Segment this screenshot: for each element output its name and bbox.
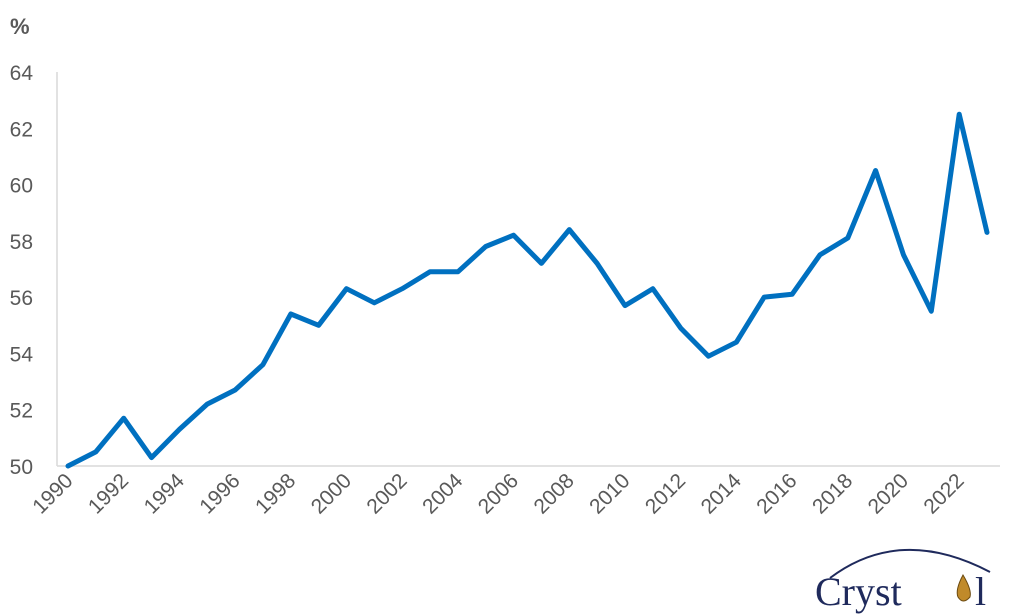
svg-text:l: l — [975, 569, 986, 614]
series-group — [65, 111, 990, 469]
x-tick-label: 2020 — [864, 469, 913, 518]
x-tick-label: 2022 — [919, 469, 968, 518]
x-tick-label: 1996 — [195, 469, 244, 518]
y-tick-label: 52 — [10, 400, 33, 423]
x-tick-label: 2010 — [585, 469, 634, 518]
x-tick-label: 2002 — [362, 469, 411, 518]
y-tick-label: 50 — [10, 456, 33, 479]
y-tick-label: 56 — [10, 287, 33, 310]
x-tick-label: 2014 — [697, 469, 747, 519]
y-tick-label: 64 — [10, 62, 34, 85]
y-axis-unit: % — [10, 14, 30, 39]
x-tick-label: 2012 — [641, 469, 690, 518]
x-tick-label: 1992 — [84, 469, 133, 518]
series-line-share — [65, 111, 990, 469]
x-ticks: 1990 1992 1994 1996 1998 2000 2002 2004 2006 2008… — [28, 469, 968, 519]
x-tick-label: 2008 — [530, 469, 579, 518]
y-tick-label: 58 — [10, 231, 33, 254]
y-tick-label: 54 — [10, 343, 34, 366]
logo-text: Cryst — [815, 569, 902, 614]
x-tick-label: 1998 — [251, 469, 300, 518]
x-tick-label: 2016 — [752, 469, 801, 518]
x-tick-label: 2018 — [808, 469, 857, 518]
y-tick-label: 60 — [10, 175, 33, 198]
y-ticks: 50 52 54 56 58 60 62 64 — [10, 62, 34, 479]
x-tick-label: 2004 — [418, 469, 468, 519]
x-tick-label: 1990 — [28, 469, 77, 518]
x-tick-label: 2006 — [474, 469, 523, 518]
oil-drop-icon — [956, 573, 971, 602]
x-tick-label: 1994 — [140, 469, 190, 519]
x-tick-label: 2000 — [307, 469, 356, 518]
crystol-logo: Cryst l — [815, 549, 991, 614]
y-tick-label: 62 — [10, 118, 33, 141]
